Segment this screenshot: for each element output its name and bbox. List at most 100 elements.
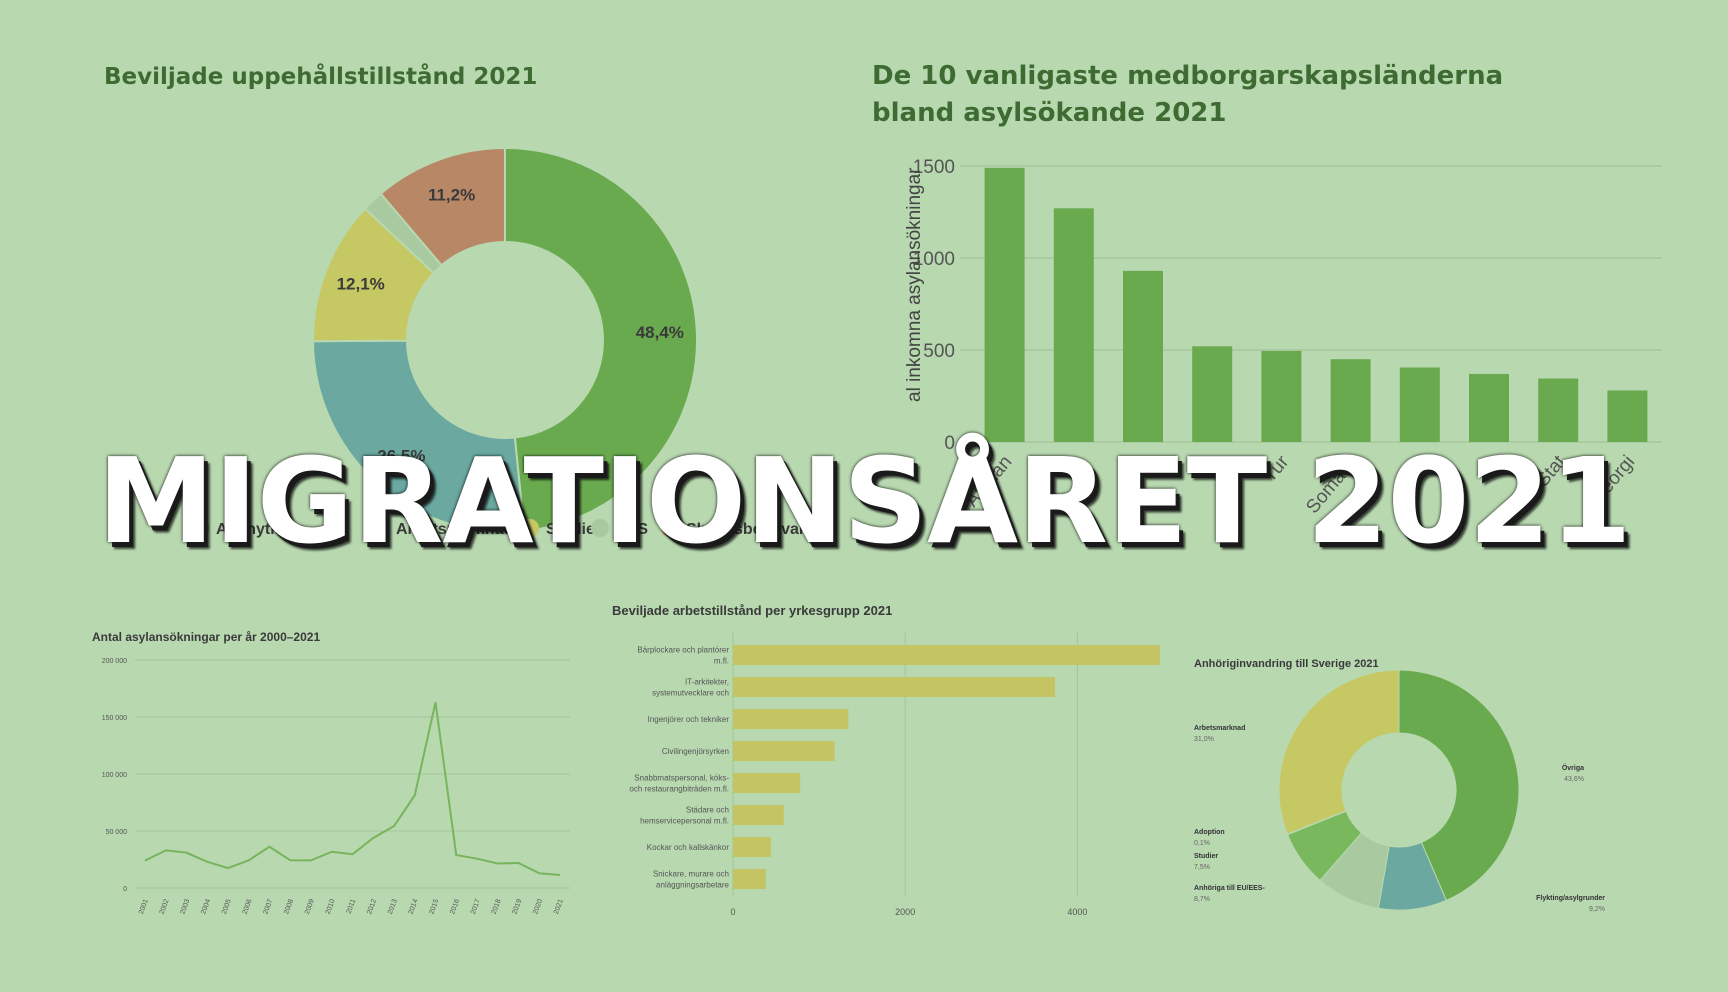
y-tick-label: 50 000 (106, 829, 128, 836)
y-tick-label: 0 (123, 886, 127, 893)
legend-swatch (521, 519, 539, 537)
asylum-per-year-panel: Antal asylansökningar per år 2000–2021 2… (80, 625, 580, 930)
y-tick-label: Bärplockare och plantörer (637, 646, 729, 655)
slice-label: 26,5% (377, 446, 425, 465)
legend-label: Skyddsbehövande (686, 521, 827, 538)
donut-slice (1278, 669, 1400, 835)
donut-slice (311, 339, 526, 533)
y-tick-label: Snickare, murare och (653, 870, 729, 879)
bar (984, 167, 1025, 442)
y-tick-label: anläggningsarbetare (656, 881, 729, 890)
y-tick-label: Kockar och kallskänkor (647, 843, 730, 852)
bar (733, 805, 784, 825)
family-migration-panel: Anhöriginvandring till Sverige 2021 Övri… (1180, 650, 1620, 940)
legend-label: EES (616, 521, 648, 538)
slice-value: 31,0% (1194, 736, 1214, 743)
work-permits-title: Beviljade arbetstillstånd per yrkesgrupp… (612, 603, 893, 618)
bar (1538, 378, 1579, 442)
y-tick-label: systemutvecklare och (652, 689, 729, 698)
x-tick-label: 2005 (221, 898, 233, 915)
x-tick-label: 2020 (532, 898, 544, 915)
legend-label: Arbetsmarknad (396, 521, 513, 538)
y-tick-label: 100 000 (102, 772, 127, 779)
legend-label: Studier (546, 521, 601, 538)
y-tick-label: 1500 (913, 157, 955, 178)
bar (1123, 270, 1163, 442)
y-tick-label: 1000 (913, 249, 955, 270)
slice-label: 48,4% (636, 323, 684, 342)
bar (733, 741, 835, 761)
y-tick-label: m.fl. (714, 657, 729, 666)
donut-slice (379, 146, 506, 267)
x-tick-label: 2015 (428, 898, 440, 915)
work-permits-bar-chart: 0 2000 4000 Bärplockare och plantörer m.fl. I… (629, 632, 1160, 917)
y-tick-label: Snabbmatspersonal, köks- (634, 774, 729, 783)
work-permits-panel: Beviljade arbetstillstånd per yrkesgrupp… (600, 595, 1160, 925)
bar (733, 773, 801, 793)
slice-label: Adoption (1194, 829, 1225, 836)
y-tick-label: hemservicepersonal m.fl. (640, 817, 729, 826)
x-tick-label: 2017 (470, 898, 482, 915)
x-tick-label: 2018 (491, 898, 503, 915)
x-tick-label: 2012 (366, 898, 378, 915)
slice-value: 0,1% (1194, 840, 1210, 847)
bar (1053, 208, 1094, 442)
asylum-countries-title: De 10 vanligaste medborgarskapsländerna … (872, 61, 1504, 128)
x-tick-label: 2001 (138, 898, 150, 915)
x-tick-label: 2011 (346, 898, 358, 915)
x-tick-label: 4000 (1067, 907, 1087, 917)
asylum-per-year-title: Antal asylansökningar per år 2000–2021 (92, 630, 321, 644)
y-tick-label: 150 000 (102, 715, 127, 722)
x-tick-label: 2002 (159, 898, 171, 915)
x-tick-label: 2008 (283, 898, 295, 915)
residence-permits-donut: 48,4% 26,5% 12,1% 11,2% Anknytning Arbetsmark… (191, 146, 827, 538)
slice-label: Övriga (1562, 763, 1584, 772)
slice-label: Anhöriga till EU/EES- (1194, 885, 1265, 892)
y-tick-label: Städare och (686, 806, 729, 815)
x-tick-label: 2016 (449, 898, 461, 915)
bar (733, 869, 766, 889)
bar (733, 709, 849, 729)
slice-label: Flykting/asylgrunder (1536, 895, 1605, 902)
slice-value: 9,2% (1589, 906, 1605, 913)
y-tick-label: och restaurangbiträden m.fl. (629, 785, 729, 794)
x-tick-label: 2000 (895, 907, 915, 917)
x-tick-label: 2021 (553, 898, 565, 915)
y-tick-label: 0 (944, 433, 955, 454)
x-tick-label: 2004 (200, 898, 212, 915)
bar (733, 677, 1056, 697)
x-tick-label: 2013 (387, 898, 399, 915)
slice-label: 11,2% (428, 185, 475, 204)
donut-slice (1398, 669, 1520, 901)
bar (1330, 359, 1371, 442)
asylum-countries-panel: De 10 vanligaste medborgarskapsländerna … (860, 56, 1700, 526)
x-tick-label: 2003 (179, 898, 191, 915)
x-tick-label: 2006 (242, 898, 254, 915)
y-tick-label: Civilingenjörsyrken (662, 747, 729, 756)
bar (1261, 350, 1302, 442)
family-migration-donut: Övriga 43,6% Flykting/asylgrunder 9,2% Anhör… (1194, 669, 1605, 913)
x-tick-label: 0 (730, 907, 735, 917)
legend-swatch (591, 519, 609, 537)
x-tick-label: 2019 (511, 898, 523, 915)
bar (1607, 390, 1648, 442)
family-migration-title: Anhöriginvandring till Sverige 2021 (1194, 658, 1379, 670)
asylum-per-year-line-chart: 200 000 150 000 100 000 50 000 0 2001 2002 2003… (102, 658, 570, 915)
bar (733, 837, 771, 857)
slice-label: 12,1% (337, 274, 385, 293)
bar (1469, 373, 1509, 442)
slice-value: 43,6% (1564, 776, 1584, 783)
y-tick-label: 500 (923, 341, 955, 362)
x-tick-label: 2009 (304, 898, 316, 915)
slice-label: Arbetsmarknad (1194, 725, 1245, 732)
legend-swatch (661, 519, 679, 537)
bar (1192, 346, 1233, 442)
legend-swatch (371, 519, 389, 537)
headline: MIGRATIONSÅRET 2021 (97, 432, 1631, 570)
bar (1399, 367, 1440, 442)
slice-value: 7,5% (1194, 864, 1210, 871)
bar (733, 645, 1160, 665)
residence-permits-panel: Beviljade uppehållstillstånd 2021 48,4% 2… (90, 58, 850, 558)
x-tick-label: 2007 (262, 898, 274, 915)
